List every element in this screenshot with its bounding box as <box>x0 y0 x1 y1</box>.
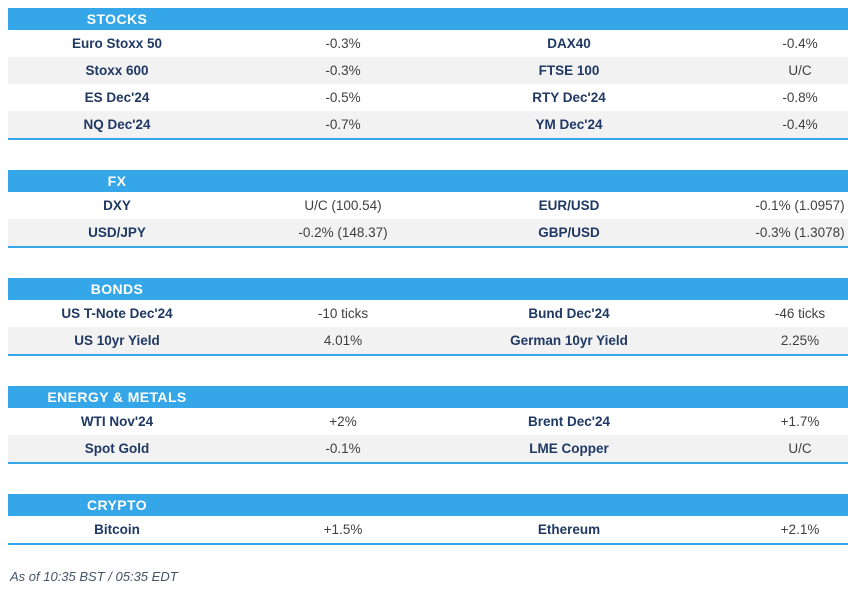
instrument-label: FTSE 100 <box>538 63 600 78</box>
instrument-label: WTI Nov'24 <box>80 414 154 429</box>
instrument-value: -0.7% <box>325 117 361 132</box>
instrument-value: U/C (100.54) <box>304 198 382 213</box>
instrument-value: -0.3% <box>325 63 361 78</box>
section-title: FX <box>107 173 127 189</box>
table-row: WTI Nov'24 +2% Brent Dec'24 +1.7% <box>8 408 848 435</box>
instrument-value: -0.1% <box>325 441 361 456</box>
instrument-label: Bitcoin <box>94 522 140 537</box>
section-crypto: CRYPTO Bitcoin +1.5% Ethereum +2.1% <box>8 494 848 545</box>
instrument-value: +2.1% <box>780 522 820 537</box>
instrument-value: -0.5% <box>325 90 361 105</box>
table-row: US 10yr Yield 4.01% German 10yr Yield 2.… <box>8 327 848 354</box>
section-title: CRYPTO <box>87 497 147 513</box>
instrument-label: US 10yr Yield <box>74 333 160 348</box>
instrument-value: -46 ticks <box>774 306 826 321</box>
instrument-label: YM Dec'24 <box>535 117 603 132</box>
instrument-label: Euro Stoxx 50 <box>71 36 163 51</box>
section-stocks: STOCKS Euro Stoxx 50 -0.3% DAX40 -0.4% S… <box>8 8 848 140</box>
instrument-label: Spot Gold <box>84 441 150 456</box>
section-bonds: BONDS US T-Note Dec'24 -10 ticks Bund De… <box>8 278 848 356</box>
table-row: Bitcoin +1.5% Ethereum +2.1% <box>8 516 848 543</box>
instrument-value: -0.4% <box>782 117 818 132</box>
instrument-label: German 10yr Yield <box>510 333 628 348</box>
section-fx: FX DXY U/C (100.54) EUR/USD -0.1% (1.095… <box>8 170 848 248</box>
instrument-value: -0.2% (148.37) <box>298 225 388 240</box>
table-row: Euro Stoxx 50 -0.3% DAX40 -0.4% <box>8 30 848 57</box>
instrument-value: -0.1% (1.0957) <box>755 198 845 213</box>
instrument-value: 4.01% <box>323 333 363 348</box>
section-title: ENERGY & METALS <box>47 389 187 405</box>
instrument-value: U/C <box>788 63 812 78</box>
section-title: BONDS <box>90 281 144 297</box>
instrument-label: Bund Dec'24 <box>528 306 610 321</box>
table-row: US T-Note Dec'24 -10 ticks Bund Dec'24 -… <box>8 300 848 327</box>
section-header-bonds: BONDS <box>8 278 848 300</box>
instrument-label: GBP/USD <box>538 225 600 240</box>
instrument-label: LME Copper <box>529 441 609 456</box>
instrument-value: +2% <box>329 414 357 429</box>
instrument-label: EUR/USD <box>538 198 600 213</box>
instrument-label: RTY Dec'24 <box>532 90 606 105</box>
table-row: ES Dec'24 -0.5% RTY Dec'24 -0.8% <box>8 84 848 111</box>
instrument-label: Stoxx 600 <box>85 63 149 78</box>
section-title: STOCKS <box>86 11 148 27</box>
instrument-label: US T-Note Dec'24 <box>61 306 173 321</box>
instrument-label: DAX40 <box>547 36 591 51</box>
instrument-value: U/C <box>788 441 812 456</box>
table-row: Stoxx 600 -0.3% FTSE 100 U/C <box>8 57 848 84</box>
instrument-value: +1.5% <box>323 522 363 537</box>
instrument-label: NQ Dec'24 <box>83 117 151 132</box>
section-header-crypto: CRYPTO <box>8 494 848 516</box>
instrument-value: -0.3% <box>325 36 361 51</box>
instrument-value: -0.8% <box>782 90 818 105</box>
instrument-label: DXY <box>103 198 131 213</box>
instrument-value: -10 ticks <box>317 306 369 321</box>
table-row: USD/JPY -0.2% (148.37) GBP/USD -0.3% (1.… <box>8 219 848 246</box>
instrument-value: -0.3% (1.3078) <box>755 225 845 240</box>
instrument-label: USD/JPY <box>88 225 146 240</box>
section-header-energy-metals: ENERGY & METALS <box>8 386 848 408</box>
instrument-value: 2.25% <box>780 333 820 348</box>
section-header-stocks: STOCKS <box>8 8 848 30</box>
instrument-label: ES Dec'24 <box>84 90 150 105</box>
market-wrap-table: STOCKS Euro Stoxx 50 -0.3% DAX40 -0.4% S… <box>8 8 848 584</box>
instrument-label: Ethereum <box>537 522 601 537</box>
table-row: NQ Dec'24 -0.7% YM Dec'24 -0.4% <box>8 111 848 138</box>
instrument-value: +1.7% <box>780 414 820 429</box>
table-row: DXY U/C (100.54) EUR/USD -0.1% (1.0957) <box>8 192 848 219</box>
instrument-value: -0.4% <box>782 36 818 51</box>
table-row: Spot Gold -0.1% LME Copper U/C <box>8 435 848 462</box>
instrument-label: Brent Dec'24 <box>528 414 610 429</box>
section-header-fx: FX <box>8 170 848 192</box>
section-energy-metals: ENERGY & METALS WTI Nov'24 +2% Brent Dec… <box>8 386 848 464</box>
as-of-timestamp: As of 10:35 BST / 05:35 EDT <box>10 569 178 584</box>
